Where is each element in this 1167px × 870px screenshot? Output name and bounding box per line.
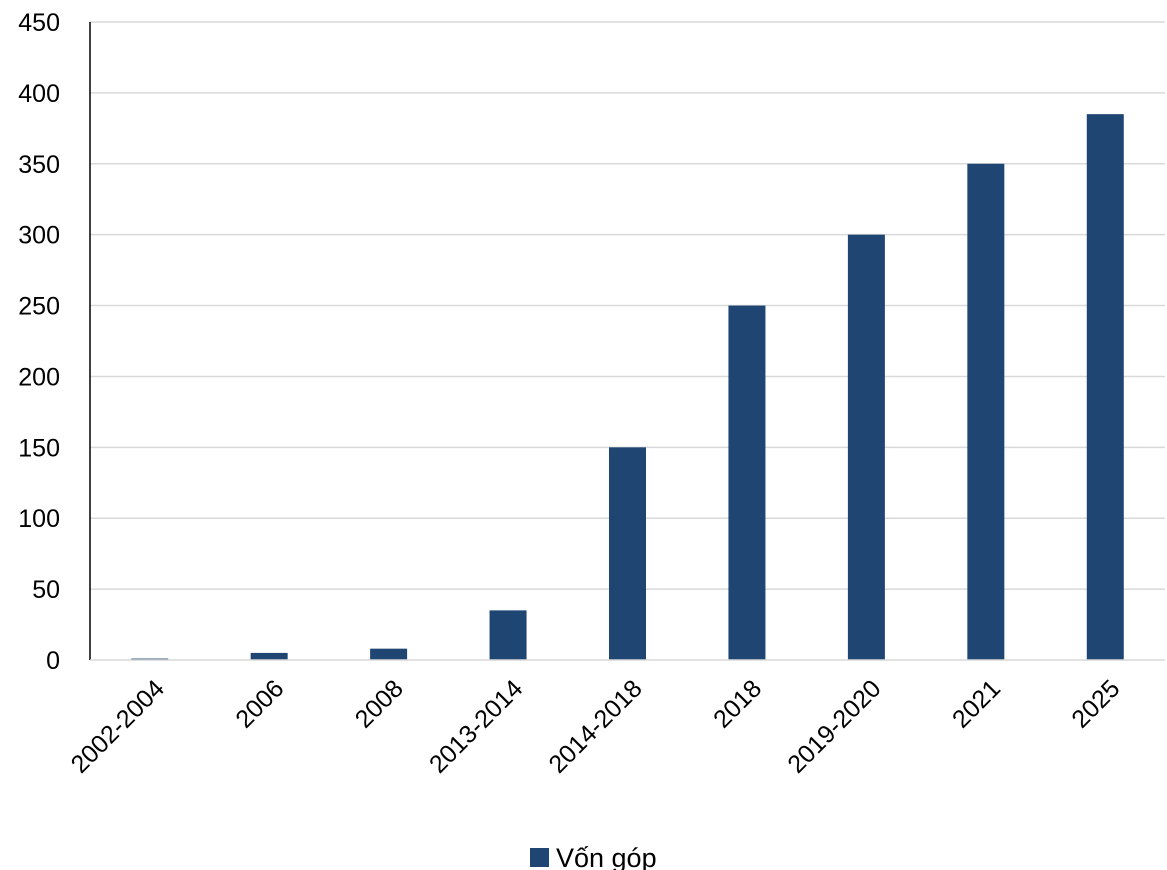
y-tick-label: 350 [18,151,60,179]
y-tick-label: 200 [18,363,60,391]
bars [131,114,1124,660]
y-tick-label: 400 [18,80,60,108]
y-tick-label: 250 [18,293,60,321]
bar [1086,114,1124,660]
x-tick-label: 2019-2020 [782,674,886,778]
bar [847,234,885,660]
x-tick-label: 2006 [230,674,289,733]
bar [250,652,288,660]
bar [489,610,527,660]
legend: Vốn góp [530,843,657,870]
y-tick-label: 300 [18,222,60,250]
bar [370,648,408,660]
x-tick-label: 2013-2014 [424,674,528,778]
x-tick-label: 2014-2018 [543,674,647,778]
gridlines [90,21,1165,590]
legend-swatch [530,848,549,867]
y-tick-label: 450 [18,9,60,37]
y-tick-label: 100 [18,505,60,533]
bar [967,163,1005,660]
x-tick-label: 2002-2004 [66,674,170,778]
x-tick-label: 2018 [708,674,767,733]
y-axis: 0 50 100 150 200 250 300 350 400 450 [18,9,91,675]
y-tick-label: 50 [32,576,60,604]
legend-label: Vốn góp [556,843,657,870]
bar [609,447,646,660]
x-tick-label: 2008 [350,674,409,733]
x-tick-label: 2025 [1066,674,1125,733]
x-tick-label: 2021 [947,674,1006,733]
y-tick-label: 0 [46,647,60,675]
bar [728,305,766,660]
y-tick-label: 150 [18,434,60,462]
x-axis: 2002-2004 2006 2008 2013-2014 2014-2018 2018 2… [66,659,1165,779]
